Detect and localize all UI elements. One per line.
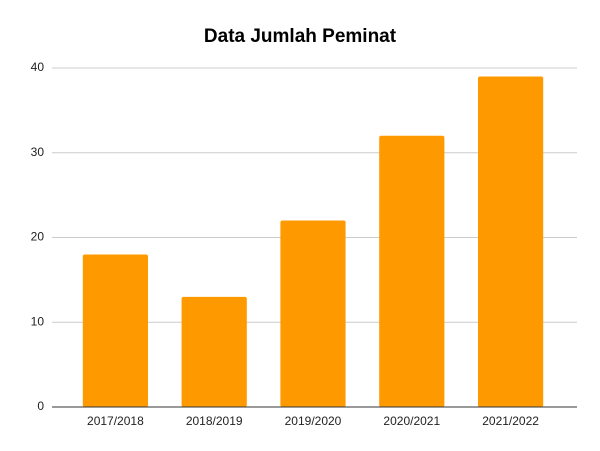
- y-tick-label: 30: [31, 145, 45, 159]
- chart-title: Data Jumlah Peminat: [204, 26, 397, 47]
- bar: [280, 220, 346, 407]
- y-tick-label: 10: [31, 314, 45, 328]
- bar: [477, 76, 544, 407]
- y-tick-label: 40: [31, 60, 45, 74]
- y-tick-label: 20: [31, 230, 45, 244]
- x-tick-label: 2019/2020: [285, 414, 342, 428]
- bar: [82, 254, 149, 407]
- x-tick-label: 2021/2022: [482, 414, 539, 428]
- x-tick-label: 2017/2018: [87, 414, 144, 428]
- y-tick-label: 0: [37, 399, 44, 413]
- x-tick-label: 2018/2019: [186, 414, 243, 428]
- x-tick-label: 2020/2021: [383, 414, 440, 428]
- bar: [379, 135, 445, 408]
- bar: [181, 296, 247, 407]
